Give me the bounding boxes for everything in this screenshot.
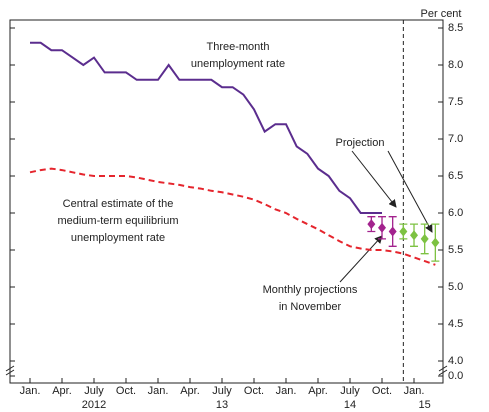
y-tick-label: 6.5 bbox=[448, 170, 463, 182]
arrow bbox=[387, 150, 433, 233]
year-label: 14 bbox=[344, 399, 356, 411]
year-label: 15 bbox=[419, 399, 431, 411]
x-tick-label: Apr. bbox=[308, 385, 328, 397]
annotation: medium-term equilibrium bbox=[57, 215, 178, 227]
plot-frame bbox=[9, 19, 444, 384]
arrow bbox=[351, 150, 397, 208]
x-tick-label: Oct. bbox=[116, 385, 136, 397]
x-tick-label: July bbox=[340, 385, 360, 397]
x-tick-label: Apr. bbox=[52, 385, 72, 397]
marker bbox=[378, 222, 387, 233]
marker bbox=[388, 226, 397, 237]
x-tick-label: July bbox=[212, 385, 232, 397]
x-tick-label: Jan. bbox=[20, 385, 41, 397]
x-tick-label: July bbox=[84, 385, 104, 397]
marker bbox=[410, 230, 419, 241]
marker bbox=[431, 237, 440, 248]
marker bbox=[420, 233, 429, 244]
y-tick-label: 7.0 bbox=[448, 133, 463, 145]
x-tick-label: Oct. bbox=[372, 385, 392, 397]
series-line bbox=[30, 41, 383, 214]
series-line bbox=[29, 167, 436, 266]
year-label: 13 bbox=[216, 399, 228, 411]
marker bbox=[367, 219, 376, 230]
y-tick-label: 8.5 bbox=[448, 22, 463, 34]
arrow bbox=[339, 235, 383, 283]
x-tick-label: Oct. bbox=[244, 385, 264, 397]
axis-break bbox=[438, 365, 448, 376]
x-tick-label: Apr. bbox=[180, 385, 200, 397]
y-tick-label: 8.0 bbox=[448, 59, 463, 71]
y-tick-label: 7.5 bbox=[448, 96, 463, 108]
annotation: unemployment rate bbox=[71, 232, 165, 244]
y-tick-label: 5.5 bbox=[448, 244, 463, 256]
x-tick-label: Jan. bbox=[276, 385, 297, 397]
year-label: 2012 bbox=[82, 399, 106, 411]
y-tick-label: 0.0 bbox=[448, 370, 463, 382]
y-tick-label: 4.0 bbox=[448, 355, 463, 367]
annotation: Central estimate of the bbox=[63, 198, 174, 210]
annotation: Three-month bbox=[207, 41, 270, 53]
annotation: unemployment rate bbox=[191, 58, 285, 70]
y-tick-label: 5.0 bbox=[448, 281, 463, 293]
x-tick-label: Jan. bbox=[148, 385, 169, 397]
y-axis-label: Per cent bbox=[421, 8, 462, 20]
y-tick-label: 6.0 bbox=[448, 207, 463, 219]
annotation: Monthly projections bbox=[263, 284, 358, 296]
y-tick-label: 4.5 bbox=[448, 318, 463, 330]
annotation: Projection bbox=[336, 137, 385, 149]
axis-break bbox=[5, 365, 15, 376]
marker bbox=[399, 226, 408, 237]
annotation: in November bbox=[279, 301, 342, 313]
x-tick-label: Jan. bbox=[404, 385, 425, 397]
